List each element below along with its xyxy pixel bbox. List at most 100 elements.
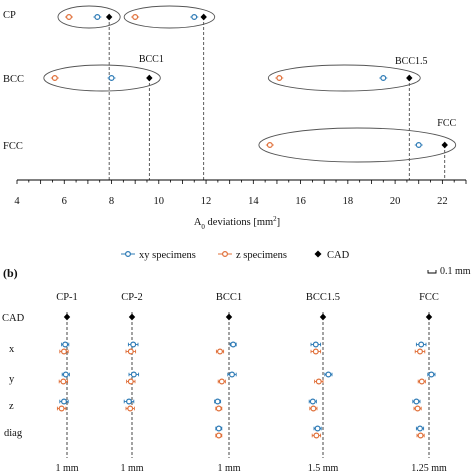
x-tick-label: 10: [154, 196, 165, 207]
legend-item-cad: CAD: [314, 250, 350, 261]
group-ellipse: [267, 64, 421, 92]
cad-point: [105, 13, 113, 21]
data-points: [50, 13, 448, 149]
reference-label: 1 mm: [55, 463, 78, 474]
xy-point: [312, 341, 319, 348]
z-point: [60, 348, 67, 355]
column-title: CP-2: [121, 292, 143, 303]
xy-point: [130, 371, 137, 378]
xy-point: [380, 74, 387, 81]
cad-point: [146, 74, 153, 82]
z-point: [132, 14, 139, 21]
xy-point: [60, 398, 67, 405]
column-title: BCC1: [216, 292, 242, 303]
xy-point: [215, 425, 222, 432]
x-tick-label: 16: [295, 196, 306, 207]
reference-label: 1.5 mm: [308, 463, 339, 474]
group-ellipses: [43, 5, 457, 163]
xy-point: [325, 371, 332, 378]
xy-point: [418, 341, 425, 348]
panel-a: CP BCC FCC BCC1 BCC1.5 FCC 4 6 8 10 12 14 16 18 20 22…: [3, 5, 467, 231]
xy-point: [94, 14, 101, 21]
row-labels: CAD x y z diag: [2, 313, 25, 439]
xy-point: [309, 398, 316, 405]
z-point: [60, 378, 67, 385]
x-tick-label: 8: [109, 196, 114, 207]
x-tick-label: 18: [343, 196, 354, 207]
column-title: BCC1.5: [306, 292, 340, 303]
column-cp-1: CP-1 1 mm: [55, 292, 78, 474]
z-point: [218, 378, 225, 385]
column-bcc1-5: BCC1.5 1.5 mm: [306, 292, 340, 474]
x-tick-label: 4: [14, 196, 20, 207]
legend-label-xy: xy specimens: [139, 250, 196, 261]
z-point: [127, 405, 134, 412]
xy-point: [314, 425, 321, 432]
cad-guide-lines: [108, 17, 446, 180]
z-point: [315, 378, 322, 385]
row-labels: CP BCC FCC: [3, 10, 24, 152]
legend-item-z: z specimens: [218, 250, 287, 261]
column-title: FCC: [419, 292, 439, 303]
group-ellipse: [43, 64, 161, 92]
z-point: [215, 432, 222, 439]
row-label: z: [9, 401, 14, 412]
cad-point: [425, 313, 433, 321]
z-point: [266, 142, 273, 149]
row-label: diag: [4, 428, 23, 439]
legend-label-z: z specimens: [236, 250, 287, 261]
row-label: CP: [3, 10, 16, 21]
z-point: [51, 74, 58, 81]
cad-point: [319, 313, 327, 321]
xy-point: [62, 371, 69, 378]
cad-point: [63, 313, 71, 321]
xy-point: [214, 398, 221, 405]
annotation-label: BCC1: [139, 54, 164, 65]
z-point: [313, 432, 320, 439]
cad-point: [406, 74, 413, 82]
z-point: [127, 348, 134, 355]
xy-point: [229, 371, 236, 378]
annotations: BCC1 BCC1.5 FCC: [139, 54, 457, 129]
cad-point: [200, 13, 207, 21]
z-point: [276, 74, 283, 81]
scale-bar-label: 0.1 mm: [440, 266, 471, 277]
reference-label: 1 mm: [217, 463, 240, 474]
xy-point: [62, 341, 69, 348]
x-tick-label: 14: [248, 196, 259, 207]
x-tick-label: 12: [201, 196, 212, 207]
z-point: [418, 378, 425, 385]
column-title: CP-1: [56, 292, 78, 303]
legend-item-xy: xy specimens: [121, 250, 196, 261]
row-label: FCC: [3, 141, 23, 152]
x-axis: 4 6 8 10 12 14 16 18 20 22: [14, 179, 467, 207]
legend: xy specimens z specimens CAD: [121, 250, 350, 261]
x-axis-label: A0 deviations [mm2]: [194, 215, 280, 231]
x-tick-label: 22: [437, 196, 448, 207]
xy-point: [130, 341, 137, 348]
x-tick-label: 20: [390, 196, 401, 207]
row-label: x: [9, 344, 15, 355]
legend-label-cad: CAD: [327, 250, 350, 261]
z-point: [417, 432, 424, 439]
z-point: [58, 405, 65, 412]
row-label: y: [9, 374, 15, 385]
xy-point: [230, 341, 237, 348]
annotation-label: FCC: [437, 118, 456, 129]
xy-point: [415, 142, 422, 149]
x-tick-label: 6: [62, 196, 67, 207]
reference-label: 1 mm: [120, 463, 143, 474]
xy-point: [417, 425, 424, 432]
z-point: [127, 378, 134, 385]
row-label: CAD: [2, 313, 25, 324]
panel-b-label: (b): [3, 266, 18, 280]
column-bcc1: BCC1 1 mm: [214, 292, 242, 474]
annotation-label: BCC1.5: [395, 56, 428, 67]
group-ellipse: [123, 5, 216, 29]
cad-point: [128, 313, 136, 321]
group-ellipse: [57, 5, 121, 29]
column-fcc: FCC 1.25 mm: [411, 292, 447, 474]
group-ellipse: [258, 127, 457, 163]
